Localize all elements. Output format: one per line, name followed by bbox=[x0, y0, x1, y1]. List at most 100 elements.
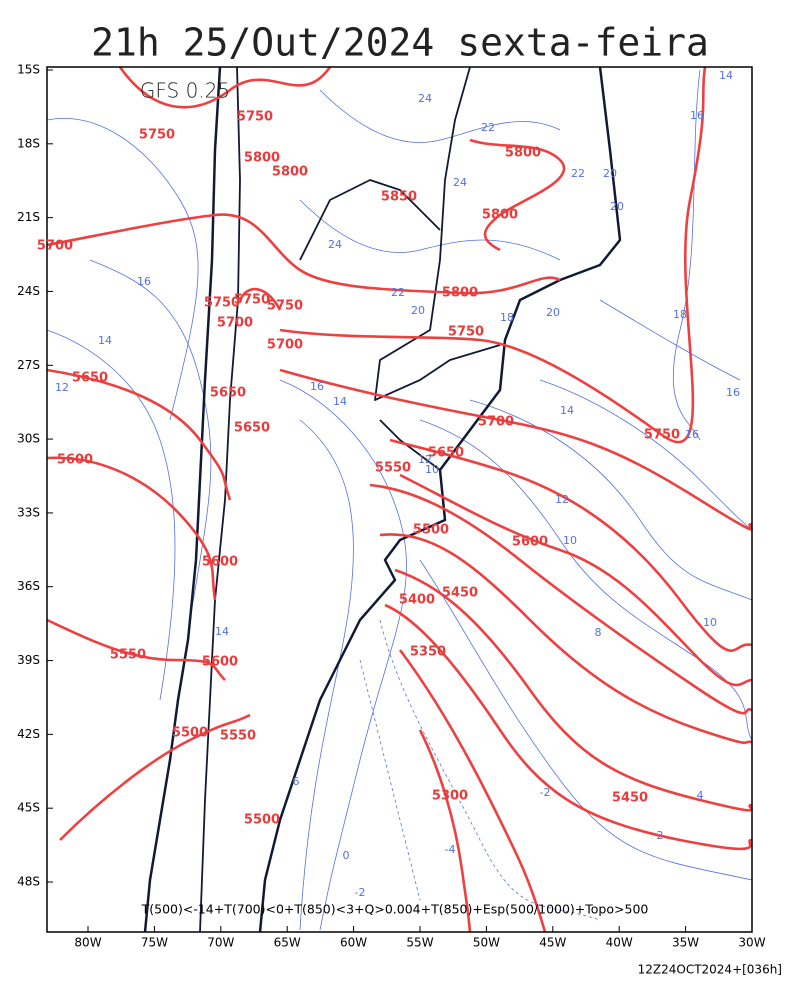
thickness-label: 5650 bbox=[428, 446, 464, 461]
thickness-label: 5750 bbox=[267, 299, 303, 314]
thickness-label: 5600 bbox=[57, 453, 93, 468]
thickness-label: 5300 bbox=[432, 789, 468, 804]
contour bbox=[359, 659, 421, 901]
temperature-label: 4 bbox=[697, 789, 704, 802]
temperature-label: 14 bbox=[719, 69, 733, 82]
lat-label: 15S bbox=[17, 63, 40, 77]
contour bbox=[418, 729, 472, 933]
thickness-label: 5650 bbox=[210, 386, 246, 401]
temperature-label: -2 bbox=[355, 886, 366, 899]
map-frame bbox=[46, 66, 753, 933]
contour bbox=[279, 66, 707, 444]
temperature-label: 22 bbox=[391, 286, 405, 299]
coastlines bbox=[143, 66, 622, 933]
temperature-label: 22 bbox=[571, 167, 585, 180]
contour bbox=[469, 399, 753, 601]
contour bbox=[299, 199, 561, 261]
contour bbox=[46, 618, 226, 681]
temperature-label: 14 bbox=[560, 404, 574, 417]
lat-label: 39S bbox=[17, 653, 40, 667]
temperature-label: 20 bbox=[610, 200, 624, 213]
contour bbox=[46, 118, 199, 421]
temperature-label: 8 bbox=[595, 626, 602, 639]
lon-label: 75W bbox=[141, 936, 168, 950]
temperature-label: 18 bbox=[673, 308, 687, 321]
lon-label: 60W bbox=[340, 936, 367, 950]
title: 21h 25/Out/2024 sexta-feira bbox=[91, 21, 709, 65]
thickness-label: 5600 bbox=[512, 535, 548, 550]
temperature-label: 10 bbox=[563, 534, 577, 547]
legend-text: T(500)<-14+T(700)<0+T(850)<3+Q>0.004+T(8… bbox=[141, 902, 649, 917]
temperature-label: 16 bbox=[690, 109, 704, 122]
thickness-label: 5750 bbox=[139, 128, 175, 143]
contour bbox=[46, 329, 176, 701]
temperature-label: 6 bbox=[293, 775, 300, 788]
thickness-label: 5800 bbox=[442, 286, 478, 301]
temperature-label: 16 bbox=[310, 380, 324, 393]
contour bbox=[672, 69, 701, 441]
thickness-label: 5400 bbox=[399, 593, 435, 608]
lon-label: 40W bbox=[606, 936, 633, 950]
thickness-label: 5800 bbox=[272, 165, 308, 180]
model-label: GFS 0.25 bbox=[140, 79, 230, 103]
contour bbox=[399, 473, 753, 687]
contour bbox=[394, 568, 753, 812]
coast-east bbox=[258, 66, 622, 933]
temperature-label: 12 bbox=[555, 493, 569, 506]
temperature-label: 0 bbox=[343, 849, 350, 862]
contour bbox=[59, 713, 251, 841]
temperature-label: 14 bbox=[98, 334, 112, 347]
contour bbox=[389, 438, 753, 652]
temperature-label: 12 bbox=[418, 453, 432, 466]
contour bbox=[319, 89, 561, 143]
lat-label: 48S bbox=[17, 875, 40, 889]
contour bbox=[398, 649, 547, 933]
lat-label: 27S bbox=[17, 358, 40, 372]
thickness-label: 5700 bbox=[37, 239, 73, 254]
temperature-label: 20 bbox=[411, 304, 425, 317]
temperature-label: 18 bbox=[500, 311, 514, 324]
thickness-label: 5450 bbox=[442, 586, 478, 601]
contour bbox=[299, 419, 354, 931]
lon-label: 30W bbox=[738, 936, 765, 950]
temperature-label: -4 bbox=[445, 843, 456, 856]
thickness-label: 5750 bbox=[204, 296, 240, 311]
contour bbox=[419, 419, 753, 741]
contour bbox=[46, 368, 232, 501]
temperature-label: 20 bbox=[546, 306, 560, 319]
lat-label: 18S bbox=[17, 136, 40, 150]
thickness-label: 5850 bbox=[381, 190, 417, 205]
contour bbox=[599, 299, 741, 381]
temperature-label: 24 bbox=[418, 92, 432, 105]
thickness-label: 5700 bbox=[217, 316, 253, 331]
contour bbox=[369, 483, 753, 715]
temperature-contours bbox=[46, 69, 753, 931]
lon-label: 55W bbox=[406, 936, 433, 950]
temperature-label: -2 bbox=[540, 786, 551, 799]
temperature-label: 20 bbox=[603, 167, 617, 180]
lon-label: 80W bbox=[74, 936, 101, 950]
temperature-label: 16 bbox=[685, 428, 699, 441]
lon-label: 35W bbox=[672, 936, 699, 950]
thickness-label: 5500 bbox=[244, 813, 280, 828]
thickness-label: 5600 bbox=[202, 555, 238, 570]
temperature-label: 24 bbox=[453, 176, 467, 189]
contour bbox=[46, 456, 217, 601]
thickness-label: 5650 bbox=[234, 421, 270, 436]
thickness-label: 5800 bbox=[482, 208, 518, 223]
thickness-label: 5750 bbox=[234, 293, 270, 308]
lon-label: 45W bbox=[539, 936, 566, 950]
lat-label: 36S bbox=[17, 579, 40, 593]
temperature-label: 2 bbox=[657, 829, 664, 842]
temperature-label: 10 bbox=[703, 616, 717, 629]
lat-label: 42S bbox=[17, 727, 40, 741]
lat-label: 24S bbox=[17, 284, 40, 298]
coast-west bbox=[143, 66, 222, 933]
contour bbox=[379, 619, 601, 921]
temperature-label: 24 bbox=[328, 238, 342, 251]
contour bbox=[46, 213, 561, 295]
contour bbox=[384, 603, 753, 851]
thickness-label: 5550 bbox=[375, 461, 411, 476]
temperature-label: 12 bbox=[55, 381, 69, 394]
